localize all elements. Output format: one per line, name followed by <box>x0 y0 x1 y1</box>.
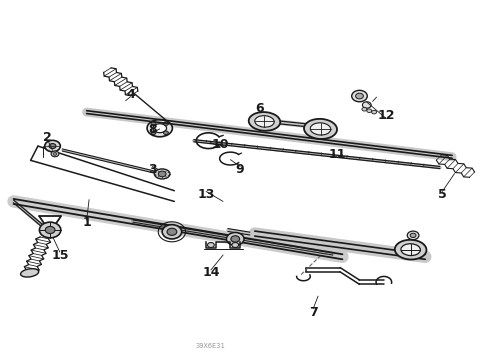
Ellipse shape <box>21 269 39 277</box>
Circle shape <box>232 243 239 248</box>
Text: 9: 9 <box>236 163 245 176</box>
Ellipse shape <box>249 112 280 131</box>
Text: 1: 1 <box>82 216 91 229</box>
Circle shape <box>151 122 156 125</box>
Circle shape <box>356 93 364 99</box>
Circle shape <box>151 131 156 135</box>
Text: 3: 3 <box>148 163 157 176</box>
Circle shape <box>158 171 166 177</box>
Circle shape <box>49 144 56 149</box>
Text: 4: 4 <box>126 88 135 101</box>
Circle shape <box>367 109 372 112</box>
Circle shape <box>39 222 61 238</box>
Ellipse shape <box>395 240 426 260</box>
Text: 10: 10 <box>212 138 229 151</box>
Ellipse shape <box>147 120 172 137</box>
Ellipse shape <box>401 244 420 256</box>
Text: 8: 8 <box>148 123 157 136</box>
Text: 7: 7 <box>309 306 318 319</box>
Text: 14: 14 <box>202 266 220 279</box>
Circle shape <box>207 243 214 248</box>
Ellipse shape <box>153 124 167 133</box>
Circle shape <box>352 90 368 102</box>
Ellipse shape <box>255 116 274 127</box>
Text: 6: 6 <box>255 102 264 115</box>
Circle shape <box>51 151 59 157</box>
Circle shape <box>45 140 60 152</box>
Text: 2: 2 <box>43 131 52 144</box>
Ellipse shape <box>304 119 337 139</box>
Circle shape <box>53 153 57 156</box>
Text: 11: 11 <box>329 148 346 162</box>
Text: 5: 5 <box>438 188 447 201</box>
Circle shape <box>372 111 376 114</box>
Circle shape <box>231 236 240 242</box>
Circle shape <box>362 108 367 111</box>
Text: 12: 12 <box>377 109 395 122</box>
Circle shape <box>164 131 169 135</box>
Circle shape <box>226 233 244 246</box>
Text: 39X6E31: 39X6E31 <box>196 343 226 348</box>
Circle shape <box>407 231 419 240</box>
Circle shape <box>162 225 182 239</box>
Ellipse shape <box>154 169 170 179</box>
Text: 15: 15 <box>51 248 69 261</box>
Text: 13: 13 <box>197 188 215 201</box>
Circle shape <box>363 102 371 108</box>
Ellipse shape <box>310 123 331 135</box>
Circle shape <box>164 122 169 125</box>
Circle shape <box>410 233 416 238</box>
Circle shape <box>45 226 55 234</box>
Circle shape <box>167 228 177 235</box>
